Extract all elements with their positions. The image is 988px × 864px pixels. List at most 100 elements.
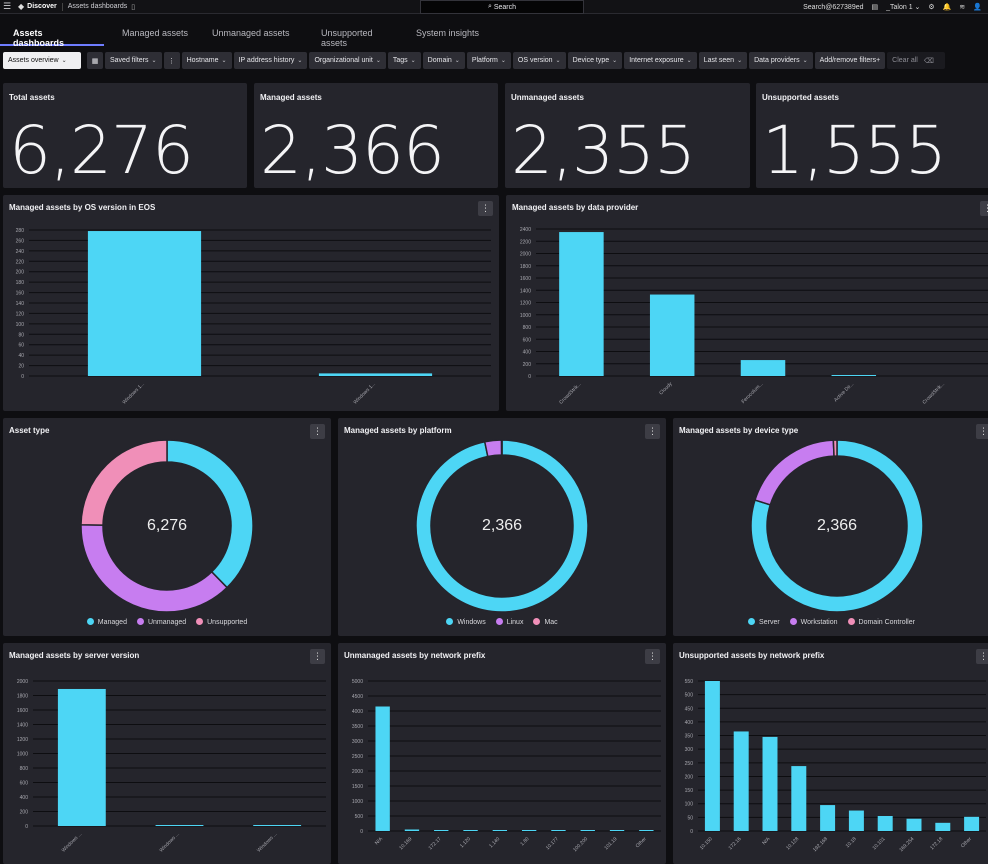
bar[interactable]	[639, 830, 654, 831]
donut-slice[interactable]	[483, 439, 503, 458]
card-menu-icon[interactable]: ⋮	[976, 424, 988, 439]
app-name[interactable]: Discover	[27, 3, 57, 10]
x-tick-label: 101.19	[603, 836, 618, 851]
view-selector[interactable]: Assets overview ⌄	[3, 52, 81, 69]
card-menu-icon[interactable]: ⋮	[980, 201, 988, 216]
bar[interactable]	[155, 825, 204, 826]
legend-item[interactable]: Domain Controller	[847, 618, 915, 626]
legend-item[interactable]: Unmanaged	[136, 618, 186, 626]
bar[interactable]	[740, 360, 786, 376]
bar[interactable]	[318, 373, 433, 376]
bar[interactable]	[964, 816, 980, 831]
bar[interactable]	[463, 830, 478, 831]
add-remove-filters-button[interactable]: Add/remove filters +	[814, 52, 886, 69]
filter-device-type[interactable]: Device type ⌄	[567, 52, 623, 69]
user-icon[interactable]: 👤	[973, 4, 982, 11]
chevron-down-icon: ⌄	[802, 58, 808, 64]
y-tick-label: 2000	[17, 679, 28, 685]
bar[interactable]	[831, 375, 877, 376]
tab-managed-assets[interactable]: Managed assets	[122, 28, 189, 38]
donut-slice[interactable]	[80, 439, 168, 526]
notes-icon[interactable]: ≋	[959, 4, 966, 11]
donut-slice[interactable]	[80, 524, 229, 613]
card-menu-icon[interactable]: ⋮	[645, 649, 660, 664]
card-menu-icon[interactable]: ⋮	[645, 424, 660, 439]
card-menu-icon[interactable]: ⋮	[478, 201, 493, 216]
settings-icon[interactable]: ⚙	[928, 4, 935, 11]
filter-data-providers[interactable]: Data providers ⌄	[749, 52, 813, 69]
kpi-value: 2,366	[260, 112, 445, 189]
y-tick-label: 1000	[352, 799, 363, 805]
bar[interactable]	[580, 830, 595, 831]
legend-item[interactable]: Managed	[86, 618, 127, 626]
bar[interactable]	[704, 681, 720, 831]
bar[interactable]	[906, 818, 922, 831]
donut-slice[interactable]	[415, 439, 589, 613]
chevron-down-icon: ⌄	[612, 58, 618, 64]
filter-ip-address-history[interactable]: IP address history ⌄	[233, 52, 308, 69]
card-menu-icon[interactable]: ⋮	[310, 649, 325, 664]
donut-slice[interactable]	[750, 439, 924, 613]
layout-icon[interactable]: ▦	[87, 52, 103, 69]
filter-hostname[interactable]: Hostname ⌄	[181, 52, 232, 69]
bar[interactable]	[609, 830, 625, 831]
bookmark-icon[interactable]: ▯	[131, 3, 136, 11]
bar[interactable]	[375, 706, 390, 832]
bar[interactable]	[253, 825, 302, 826]
chevron-down-icon: ⌄	[555, 58, 561, 64]
card-menu-icon[interactable]: ⋮	[310, 424, 325, 439]
legend-item[interactable]: Mac	[533, 618, 558, 626]
search-id[interactable]: Search@627389ed	[803, 3, 864, 11]
filter-organizational-unit[interactable]: Organizational unit ⌄	[309, 52, 386, 69]
bar[interactable]	[649, 294, 695, 376]
bell-icon[interactable]: 🔔	[942, 4, 952, 11]
saved-filters-button[interactable]: Saved filters ⌄	[105, 52, 162, 69]
filter-platform[interactable]: Platform ⌄	[466, 52, 511, 69]
filter-tags[interactable]: Tags ⌄	[387, 52, 421, 69]
hamburger-menu-icon[interactable]: ☰	[2, 1, 12, 11]
donut-slice[interactable]	[754, 439, 835, 506]
filter-os-version[interactable]: OS version ⌄	[512, 52, 566, 69]
legend-item[interactable]: Linux	[495, 618, 523, 626]
tab-unmanaged-assets[interactable]: Unmanaged assets	[212, 28, 290, 38]
calculator-icon[interactable]: ▤	[871, 4, 879, 11]
bar[interactable]	[492, 830, 508, 831]
tenant-selector[interactable]: _Talon 1 ⌄	[886, 4, 921, 11]
bar[interactable]	[877, 816, 893, 831]
bar[interactable]	[551, 830, 566, 831]
filter-internet-exposure[interactable]: Internet exposure ⌄	[624, 52, 697, 69]
x-tick-label: 172.17	[428, 836, 443, 851]
legend-item[interactable]: Windows	[446, 618, 486, 626]
filter-domain[interactable]: Domain ⌄	[422, 52, 465, 69]
bar[interactable]	[733, 731, 749, 831]
bar[interactable]	[434, 830, 449, 831]
bar[interactable]	[848, 810, 864, 831]
y-tick-label: 800	[20, 766, 29, 772]
donut-slice[interactable]	[166, 439, 254, 589]
card-menu-icon[interactable]: ⋮	[976, 649, 988, 664]
bar[interactable]	[521, 830, 537, 831]
global-search[interactable]: ⌕ Search	[420, 0, 584, 14]
clear-all-button[interactable]: Clear all ⌫	[887, 52, 946, 69]
bar[interactable]	[935, 822, 951, 831]
legend-item[interactable]: Workstation	[789, 618, 838, 626]
more-options-icon[interactable]: ⋮	[163, 52, 180, 69]
tab-system-insights[interactable]: System insights	[416, 28, 480, 38]
donut-slice[interactable]	[832, 439, 838, 457]
tab-unsupported-assets[interactable]: Unsupported assets	[321, 28, 373, 48]
bar[interactable]	[762, 736, 778, 831]
legend-item[interactable]: Server	[748, 618, 780, 626]
bar[interactable]	[559, 232, 604, 376]
bar[interactable]	[820, 805, 836, 831]
tab-assets-dashboards[interactable]: Assets dashboards	[0, 20, 104, 48]
bar[interactable]	[57, 688, 106, 826]
bar[interactable]	[791, 766, 807, 831]
legend-item[interactable]: Unsupported	[196, 618, 247, 626]
platform-donut	[415, 439, 589, 613]
x-tick-label: 10.150	[699, 836, 714, 851]
bar[interactable]	[87, 231, 202, 376]
bar[interactable]	[404, 829, 420, 832]
breadcrumb[interactable]: Assets dashboards	[67, 3, 128, 10]
legend-dot	[533, 618, 541, 625]
filter-last-seen[interactable]: Last seen ⌄	[698, 52, 748, 69]
